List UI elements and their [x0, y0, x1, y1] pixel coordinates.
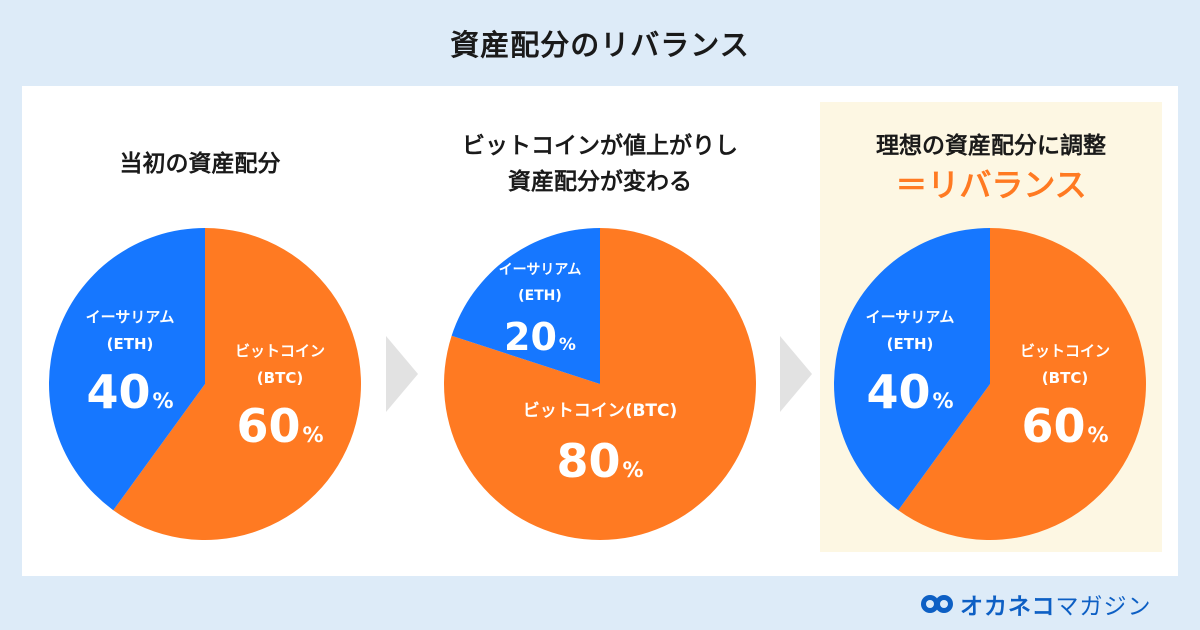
arrow-right-icon	[780, 336, 812, 412]
slice-percent-btc: 80%	[556, 434, 643, 488]
slice-label-eth: イーサリアム	[86, 308, 175, 326]
slice-label-eth: (ETH)	[107, 335, 154, 353]
slice-label-btc: ビットコイン(BTC)	[523, 401, 678, 421]
heading-initial-line-1: 当初の資産配分	[119, 151, 281, 177]
pie-slice-eth	[834, 228, 990, 511]
slice-label-eth: (ETH)	[887, 335, 934, 353]
page-title: 資産配分のリバランス	[450, 28, 750, 62]
brand-name-main: オカネコ	[960, 594, 1056, 620]
pie-slice-eth	[49, 228, 205, 511]
heading-rebalanced-line-1: 理想の資産配分に調整	[876, 133, 1106, 159]
slice-label-btc: (BTC)	[257, 369, 303, 387]
slice-label-eth: (ETH)	[518, 288, 562, 304]
slice-percent-btc: 60%	[1021, 399, 1108, 453]
pie-price-rise: イーサリアム (ETH) 20 % ビットコイン(BTC) 80%	[444, 228, 756, 540]
brand-name-suffix: マガジン	[1055, 594, 1152, 620]
slice-label-btc: (BTC)	[1042, 369, 1088, 387]
okaneko-logo-icon	[921, 595, 953, 613]
slice-label-eth: イーサリアム	[499, 262, 582, 278]
slice-percent-btc: 60%	[236, 399, 323, 453]
arrow-right-icon	[386, 336, 418, 412]
pie-slice-btc	[898, 228, 1146, 540]
slice-label-btc: ビットコイン	[1020, 342, 1110, 360]
heading-rebalance-accent: ＝リバランス	[895, 166, 1087, 204]
heading-price-rise: ビットコインが値上がりし 資産配分が変わる	[400, 128, 800, 200]
slice-percent-eth: 20%	[504, 315, 576, 359]
pie-slice-eth	[451, 228, 600, 384]
brand-name: オカネコマガジン	[960, 587, 1152, 621]
brand-logo: オカネコマガジン	[920, 588, 1152, 620]
heading-price-rise-line-1: ビットコインが値上がりし	[462, 133, 738, 159]
heading-initial: 当初の資産配分	[40, 146, 360, 182]
heading-rebalanced: 理想の資産配分に調整 ＝リバランス	[820, 128, 1162, 206]
slice-label-eth: イーサリアム	[866, 308, 955, 326]
slice-label-btc: ビットコイン	[235, 342, 325, 360]
pie-initial: イーサリアム (ETH) 40% ビットコイン (BTC) 60%	[49, 228, 362, 540]
pie-rebalanced: イーサリアム (ETH) 40% ビットコイン (BTC) 60%	[834, 228, 1146, 540]
pie-slice-btc	[113, 228, 362, 540]
slice-percent-eth: 40%	[866, 365, 953, 419]
heading-price-rise-line-2: 資産配分が変わる	[508, 169, 692, 195]
slice-percent-eth: 40%	[86, 365, 173, 419]
